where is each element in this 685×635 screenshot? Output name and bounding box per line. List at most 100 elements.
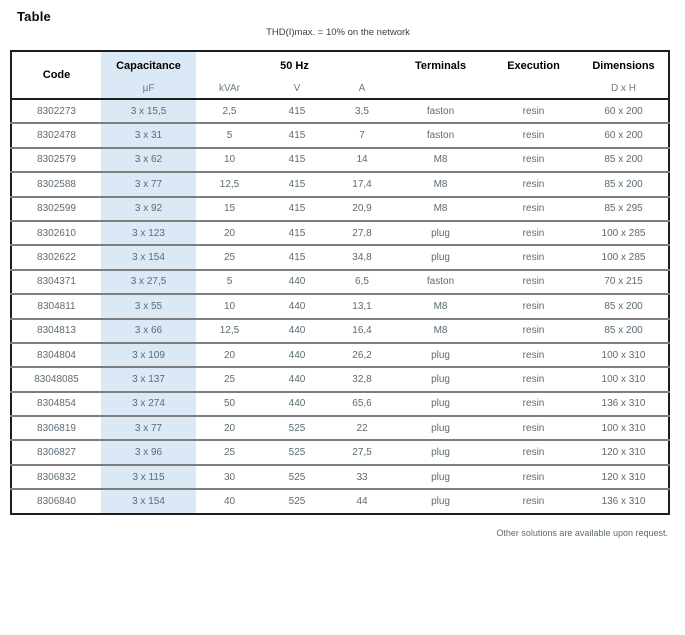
cell-execution: resin	[488, 99, 580, 125]
cell-code: 8304811	[11, 294, 101, 320]
cell-code: 8302610	[11, 220, 101, 247]
cell-code: 8302588	[11, 172, 101, 198]
cell-amp: 22	[331, 416, 394, 442]
cell-amp: 20,9	[331, 196, 394, 222]
cell-amp: 33	[331, 464, 394, 491]
table-row: 8306827 3 x 96 25 525 27,5 plug resin 120 x 310	[11, 440, 670, 466]
subheader-dxh: D x H	[611, 83, 637, 94]
cell-dimensions: 100 x 285	[579, 220, 670, 247]
table-body: 8302273 3 x 15,5 2,5 415 3,5 faston resin 60 x …	[11, 99, 670, 514]
cell-code: 8306819	[11, 416, 101, 442]
cell-kvar: 25	[196, 367, 263, 393]
cell-dimensions: 85 x 295	[579, 196, 670, 222]
cell-kvar: 25	[196, 245, 263, 271]
column-header-capacitance: Capacitance	[101, 51, 196, 79]
cell-volt: 415	[263, 245, 331, 271]
cell-amp: 7	[331, 123, 394, 149]
cell-kvar: 5	[196, 269, 263, 296]
page-title: Table	[17, 9, 51, 24]
table-row: 8304813 3 x 66 12,5 440 16,4 M8 resin 85 x 200	[11, 318, 670, 344]
cell-terminals: M8	[393, 294, 489, 320]
cell-terminals: M8	[393, 172, 489, 198]
cell-kvar: 20	[196, 220, 263, 247]
cell-amp: 6,5	[331, 269, 394, 296]
cell-code: 8306827	[11, 440, 101, 466]
cell-execution: resin	[488, 294, 580, 320]
capacitor-table: Code Capacitance 50 Hz Terminals Executi…	[10, 50, 671, 515]
table-row: 8306832 3 x 115 30 525 33 plug resin 120 x 310	[11, 464, 670, 491]
cell-kvar: 40	[223, 495, 236, 507]
capacitor-table-container: Code Capacitance 50 Hz Terminals Executi…	[10, 50, 671, 515]
cell-capacitance: 3 x 77	[101, 416, 196, 442]
footnote: Other solutions are available upon reque…	[496, 528, 668, 538]
cell-code: 8306832	[11, 464, 101, 491]
cell-capacitance: 3 x 274	[101, 391, 196, 418]
cell-terminals: plug	[393, 367, 489, 393]
cell-dimensions: 85 x 200	[579, 294, 670, 320]
cell-kvar: 12,5	[196, 318, 263, 344]
cell-terminals: faston	[393, 123, 489, 149]
cell-kvar: 15	[196, 196, 263, 222]
cell-amp: 26,2	[331, 342, 394, 369]
column-header-code: Code	[42, 69, 71, 81]
cell-terminals: plug	[431, 495, 450, 507]
cell-code: 8304813	[11, 318, 101, 344]
cell-volt: 440	[263, 342, 331, 369]
cell-kvar: 25	[196, 440, 263, 466]
cell-capacitance: 3 x 154	[101, 245, 196, 271]
subheader-kvar: kVAr	[219, 83, 240, 94]
table-row: 8302273 3 x 15,5 2,5 415 3,5 faston resin 60 x …	[11, 99, 670, 125]
cell-dimensions: 120 x 310	[579, 464, 670, 491]
cell-kvar: 10	[196, 294, 263, 320]
table-row: 8302622 3 x 154 25 415 34,8 plug resin 100 x 28…	[11, 245, 670, 271]
cell-volt: 415	[263, 99, 331, 125]
cell-code: 83048085	[11, 367, 101, 393]
cell-capacitance: 3 x 123	[101, 220, 196, 247]
cell-capacitance: 3 x 15,5	[101, 99, 196, 125]
cell-dimensions: 70 x 215	[579, 269, 670, 296]
cell-terminals: plug	[393, 245, 489, 271]
cell-execution: resin	[488, 342, 580, 369]
cell-execution: resin	[488, 318, 580, 344]
cell-kvar: 20	[196, 416, 263, 442]
cell-execution: resin	[522, 495, 545, 507]
cell-dimensions: 100 x 310	[579, 416, 670, 442]
cell-code: 8302622	[11, 245, 101, 271]
cell-capacitance: 3 x 115	[101, 464, 196, 491]
cell-terminals: plug	[393, 342, 489, 369]
cell-dimensions: 136 x 310	[601, 495, 646, 507]
cell-execution: resin	[488, 196, 580, 222]
cell-code: 8302478	[11, 123, 101, 149]
cell-terminals: plug	[393, 464, 489, 491]
cell-amp: 27,8	[331, 220, 394, 247]
subheader-capacitance-unit: µF	[101, 79, 196, 99]
cell-dimensions: 100 x 285	[579, 245, 670, 271]
cell-execution: resin	[488, 440, 580, 466]
cell-execution: resin	[488, 269, 580, 296]
cell-volt: 415	[263, 123, 331, 149]
cell-execution: resin	[488, 391, 580, 418]
thd-note: THD(I)max. = 10% on the network	[266, 27, 410, 38]
cell-capacitance: 3 x 154	[101, 489, 196, 514]
table-row: 8306819 3 x 77 20 525 22 plug resin 100 x 310	[11, 416, 670, 442]
cell-volt: 415	[263, 172, 331, 198]
cell-volt: 440	[263, 391, 331, 418]
cell-capacitance: 3 x 96	[101, 440, 196, 466]
table-row: 8304811 3 x 55 10 440 13,1 M8 resin 85 x 200	[11, 294, 670, 320]
cell-kvar: 2,5	[196, 99, 263, 125]
cell-dimensions: 85 x 200	[579, 172, 670, 198]
cell-volt: 415	[263, 196, 331, 222]
column-header-frequency: 50 Hz	[280, 59, 309, 72]
cell-execution: resin	[488, 220, 580, 247]
subheader-amp: A	[358, 83, 366, 94]
table-row: 8302610 3 x 123 20 415 27,8 plug resin 100 x 28…	[11, 220, 670, 247]
cell-terminals: plug	[393, 416, 489, 442]
cell-volt: 415	[263, 147, 331, 174]
cell-execution: resin	[488, 464, 580, 491]
cell-dimensions: 100 x 310	[579, 367, 670, 393]
cell-dimensions: 136 x 310	[579, 391, 670, 418]
cell-capacitance: 3 x 62	[101, 147, 196, 174]
cell-code: 8304371	[11, 269, 101, 296]
cell-capacitance: 3 x 55	[101, 294, 196, 320]
